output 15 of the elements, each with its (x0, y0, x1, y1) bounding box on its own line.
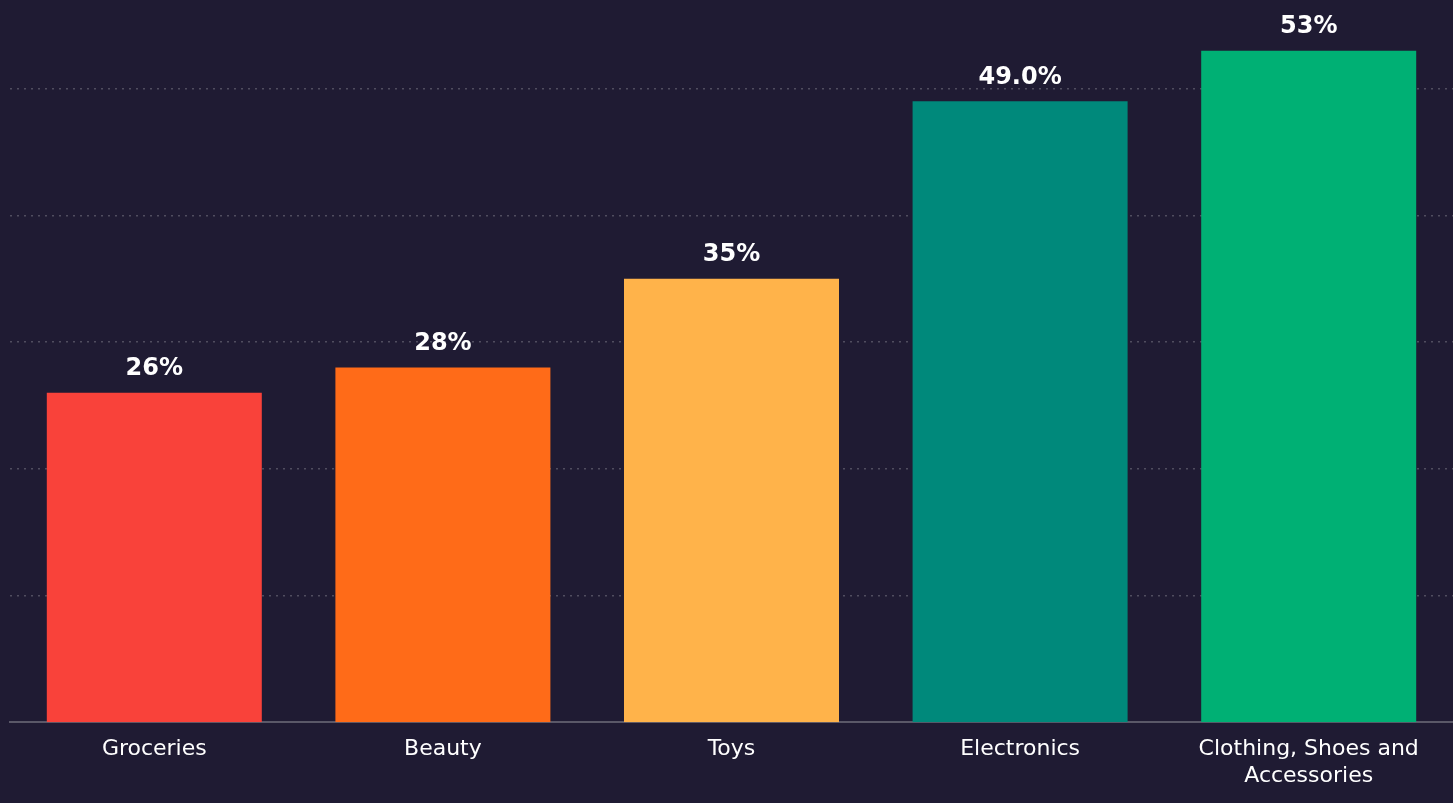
bar (335, 367, 551, 723)
x-tick-label: Beauty (404, 735, 482, 761)
data-label: 26% (125, 353, 184, 382)
x-tick-label: Toys (706, 735, 756, 761)
data-label: 35% (702, 238, 761, 267)
x-tick-label: Clothing, Shoes and Accessories (1198, 735, 1419, 787)
bar (912, 101, 1128, 723)
data-label: 28% (414, 327, 472, 356)
data-label: 49.0% (978, 61, 1062, 90)
x-tick-label: Groceries (101, 735, 207, 761)
data-label: 53% (1279, 10, 1338, 39)
bar (46, 392, 262, 723)
bar (624, 278, 839, 723)
x-tick-label: Electronics (960, 735, 1081, 761)
bar (1201, 50, 1417, 723)
